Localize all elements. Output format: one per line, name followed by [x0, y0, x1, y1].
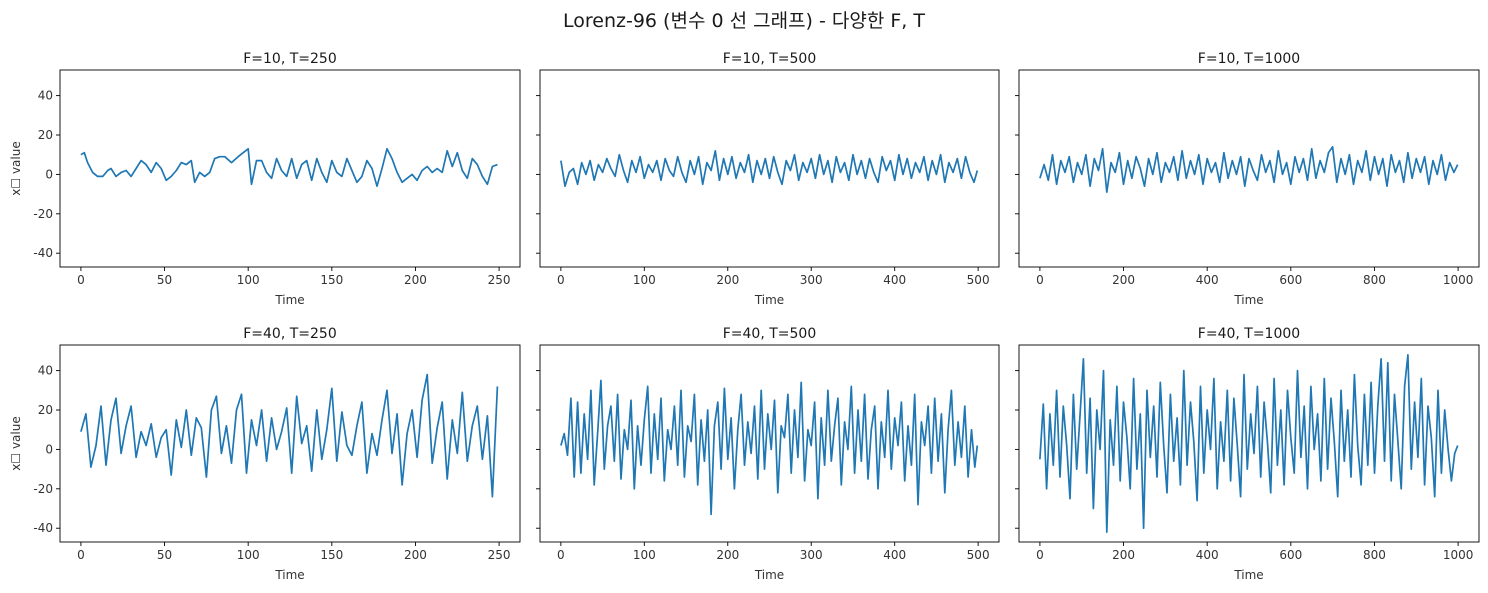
- series-line-1: [1039, 145, 1459, 193]
- subplot-1: F=10, T=250 0 50 100 150 200 250 -40 -20 0 20 40 Tim…: [9, 51, 521, 307]
- subplot-title: F=40, T=1000: [1198, 326, 1300, 342]
- x-tick-label: 400: [883, 548, 906, 562]
- x-tick-label: 1000: [1443, 548, 1474, 562]
- x-tick-label: 600: [1279, 273, 1302, 287]
- y-tick-label: -40: [33, 246, 53, 260]
- y-tick-label: 20: [38, 128, 53, 142]
- x-tick-label: 200: [716, 273, 739, 287]
- x-axis-label: Time: [754, 568, 784, 582]
- subplot-6: F=40, T=1000 0 200 400 600 800 1000 Time: [1015, 326, 1480, 582]
- subplot-5: F=40, T=500 0 100 200 300 400 500 Time: [536, 326, 1000, 582]
- plot-frame: [59, 69, 521, 268]
- y-tick-label: 40: [38, 364, 53, 378]
- subplot-title: F=40, T=500: [723, 326, 817, 342]
- x-tick-label: 100: [633, 273, 656, 287]
- x-tick-label: 500: [967, 273, 990, 287]
- x-tick-label: 0: [1036, 548, 1044, 562]
- x-tick-label: 250: [488, 548, 511, 562]
- subplot-title: F=10, T=250: [243, 51, 337, 67]
- plot-frame: [59, 344, 521, 543]
- subplot-4: F=40, T=250 0 50 100 150 200 250 -40 -20 0 20 40 Tim…: [9, 326, 521, 582]
- x-tick-label: 200: [1112, 548, 1135, 562]
- subplot-title: F=10, T=1000: [1198, 51, 1300, 67]
- series-line-1: [80, 147, 498, 188]
- x-tick-label: 100: [633, 548, 656, 562]
- subplot-3: F=10, T=1000 0 200 400 600 800 1000 Time: [1015, 51, 1480, 307]
- y-axis-label: x☐ value: [9, 141, 23, 195]
- x-tick-label: 600: [1279, 548, 1302, 562]
- plot-frame: [1018, 344, 1480, 543]
- x-axis-label: Time: [274, 293, 304, 307]
- x-axis-label: Time: [754, 293, 784, 307]
- plot-frame: [539, 69, 1000, 268]
- x-tick-label: 100: [237, 548, 260, 562]
- x-tick-label: 200: [404, 273, 427, 287]
- x-tick-label: 200: [1112, 273, 1135, 287]
- x-tick-label: 1000: [1443, 273, 1474, 287]
- x-tick-label: 150: [320, 273, 343, 287]
- y-axis-label: x☐ value: [9, 416, 23, 470]
- x-tick-label: 0: [557, 548, 565, 562]
- x-tick-label: 200: [404, 548, 427, 562]
- x-tick-label: 800: [1363, 273, 1386, 287]
- x-tick-label: 300: [800, 273, 823, 287]
- x-tick-label: 250: [488, 273, 511, 287]
- x-tick-label: 150: [320, 548, 343, 562]
- subplot-title: F=10, T=500: [723, 51, 817, 67]
- x-tick-label: 50: [157, 273, 172, 287]
- y-tick-label: 40: [38, 89, 53, 103]
- series-line-1: [80, 373, 499, 498]
- y-tick-label: 20: [38, 403, 53, 417]
- x-tick-label: 0: [77, 273, 85, 287]
- x-tick-label: 300: [800, 548, 823, 562]
- x-axis-label: Time: [274, 568, 304, 582]
- x-tick-label: 400: [883, 273, 906, 287]
- series-line-1: [560, 379, 979, 516]
- subplot-2: F=10, T=500 0 100 200 300 400 500 Time: [536, 51, 1000, 307]
- x-tick-label: 500: [967, 548, 990, 562]
- x-tick-label: 400: [1196, 548, 1219, 562]
- x-axis-label: Time: [1233, 568, 1263, 582]
- y-tick-label: -40: [33, 521, 53, 535]
- series-line-1: [560, 149, 979, 188]
- y-tick-label: -20: [33, 482, 53, 496]
- y-tick-label: -20: [33, 207, 53, 221]
- x-tick-label: 400: [1196, 273, 1219, 287]
- plot-frame: [539, 344, 1000, 543]
- x-tick-label: 800: [1363, 548, 1386, 562]
- x-tick-label: 50: [157, 548, 172, 562]
- x-tick-label: 0: [557, 273, 565, 287]
- figure-suptitle: Lorenz-96 (변수 0 선 그래프) - 다양한 F, T: [563, 10, 925, 32]
- x-tick-label: 100: [237, 273, 260, 287]
- plot-frame: [1018, 69, 1480, 268]
- series-line-1: [1039, 354, 1459, 533]
- x-tick-label: 200: [716, 548, 739, 562]
- x-tick-label: 0: [1036, 273, 1044, 287]
- x-axis-label: Time: [1233, 293, 1263, 307]
- y-tick-label: 0: [45, 442, 53, 456]
- y-tick-label: 0: [45, 167, 53, 181]
- subplot-title: F=40, T=250: [243, 326, 337, 342]
- x-tick-label: 0: [77, 548, 85, 562]
